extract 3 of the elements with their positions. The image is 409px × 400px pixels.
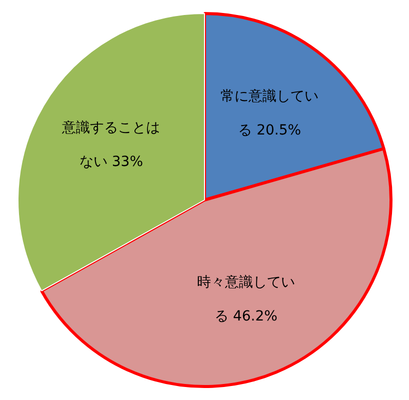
category-label: 常に意識している 20.5% <box>220 88 319 138</box>
category-label: 意識することはない 33% <box>62 120 160 170</box>
category-label: 時々意識している 46.2% <box>197 274 296 325</box>
